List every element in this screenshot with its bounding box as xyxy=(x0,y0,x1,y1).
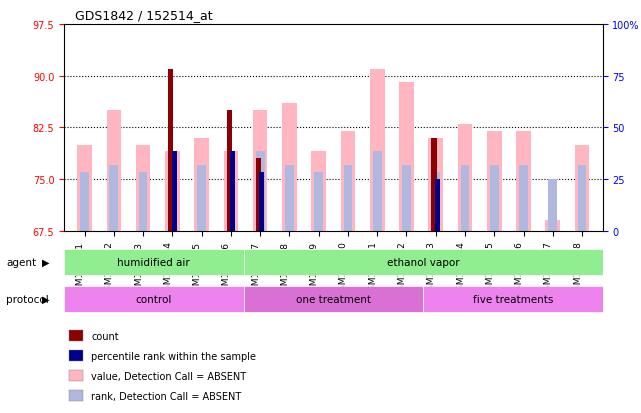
Text: control: control xyxy=(136,294,172,304)
Bar xyxy=(256,152,265,231)
Bar xyxy=(69,350,83,361)
Bar xyxy=(519,166,528,231)
Text: ▶: ▶ xyxy=(42,257,49,267)
Text: count: count xyxy=(91,331,119,341)
Bar xyxy=(197,166,206,231)
Bar xyxy=(106,111,121,231)
Text: one treatment: one treatment xyxy=(296,294,371,304)
Bar xyxy=(282,104,297,231)
Bar xyxy=(402,166,411,231)
Bar xyxy=(314,173,323,231)
Bar xyxy=(399,83,414,231)
Text: ▶: ▶ xyxy=(42,294,49,304)
Bar xyxy=(285,166,294,231)
FancyBboxPatch shape xyxy=(423,287,603,312)
Text: value, Detection Call = ABSENT: value, Detection Call = ABSENT xyxy=(91,371,246,381)
Bar xyxy=(516,131,531,231)
Text: ethanol vapor: ethanol vapor xyxy=(387,257,460,267)
Bar xyxy=(431,173,440,231)
Bar xyxy=(256,159,261,231)
Bar xyxy=(172,152,177,231)
Bar xyxy=(549,180,557,231)
FancyBboxPatch shape xyxy=(244,249,603,275)
Bar xyxy=(545,221,560,231)
Text: five treatments: five treatments xyxy=(472,294,553,304)
Text: protocol: protocol xyxy=(6,294,49,304)
Bar xyxy=(78,145,92,231)
Bar xyxy=(490,166,499,231)
Bar xyxy=(69,330,83,341)
Text: humidified air: humidified air xyxy=(117,257,190,267)
Bar xyxy=(194,138,209,231)
Bar xyxy=(431,138,437,231)
Bar xyxy=(487,131,501,231)
Bar xyxy=(461,166,469,231)
Bar xyxy=(69,390,83,401)
Bar xyxy=(312,152,326,231)
Bar xyxy=(224,152,238,231)
FancyBboxPatch shape xyxy=(244,287,423,312)
Bar xyxy=(230,152,235,231)
Bar xyxy=(253,111,267,231)
Bar xyxy=(138,173,147,231)
Bar xyxy=(168,69,173,231)
FancyBboxPatch shape xyxy=(64,249,244,275)
Bar xyxy=(226,111,231,231)
Text: percentile rank within the sample: percentile rank within the sample xyxy=(91,351,256,361)
Bar xyxy=(458,125,472,231)
Bar xyxy=(578,166,587,231)
Bar xyxy=(110,166,118,231)
Bar xyxy=(260,173,265,231)
Bar xyxy=(69,370,83,381)
Bar xyxy=(370,69,385,231)
FancyBboxPatch shape xyxy=(64,287,244,312)
Bar xyxy=(575,145,589,231)
Bar xyxy=(80,173,89,231)
Text: rank, Detection Call = ABSENT: rank, Detection Call = ABSENT xyxy=(91,391,241,401)
Bar xyxy=(428,138,443,231)
Bar xyxy=(344,166,353,231)
Bar xyxy=(226,173,235,231)
Bar xyxy=(136,145,151,231)
Text: GDS1842 / 152514_at: GDS1842 / 152514_at xyxy=(75,9,213,22)
Bar xyxy=(168,173,177,231)
Bar xyxy=(340,131,355,231)
Text: agent: agent xyxy=(6,257,37,267)
Bar xyxy=(373,152,381,231)
Bar xyxy=(435,180,440,231)
Bar xyxy=(165,152,179,231)
